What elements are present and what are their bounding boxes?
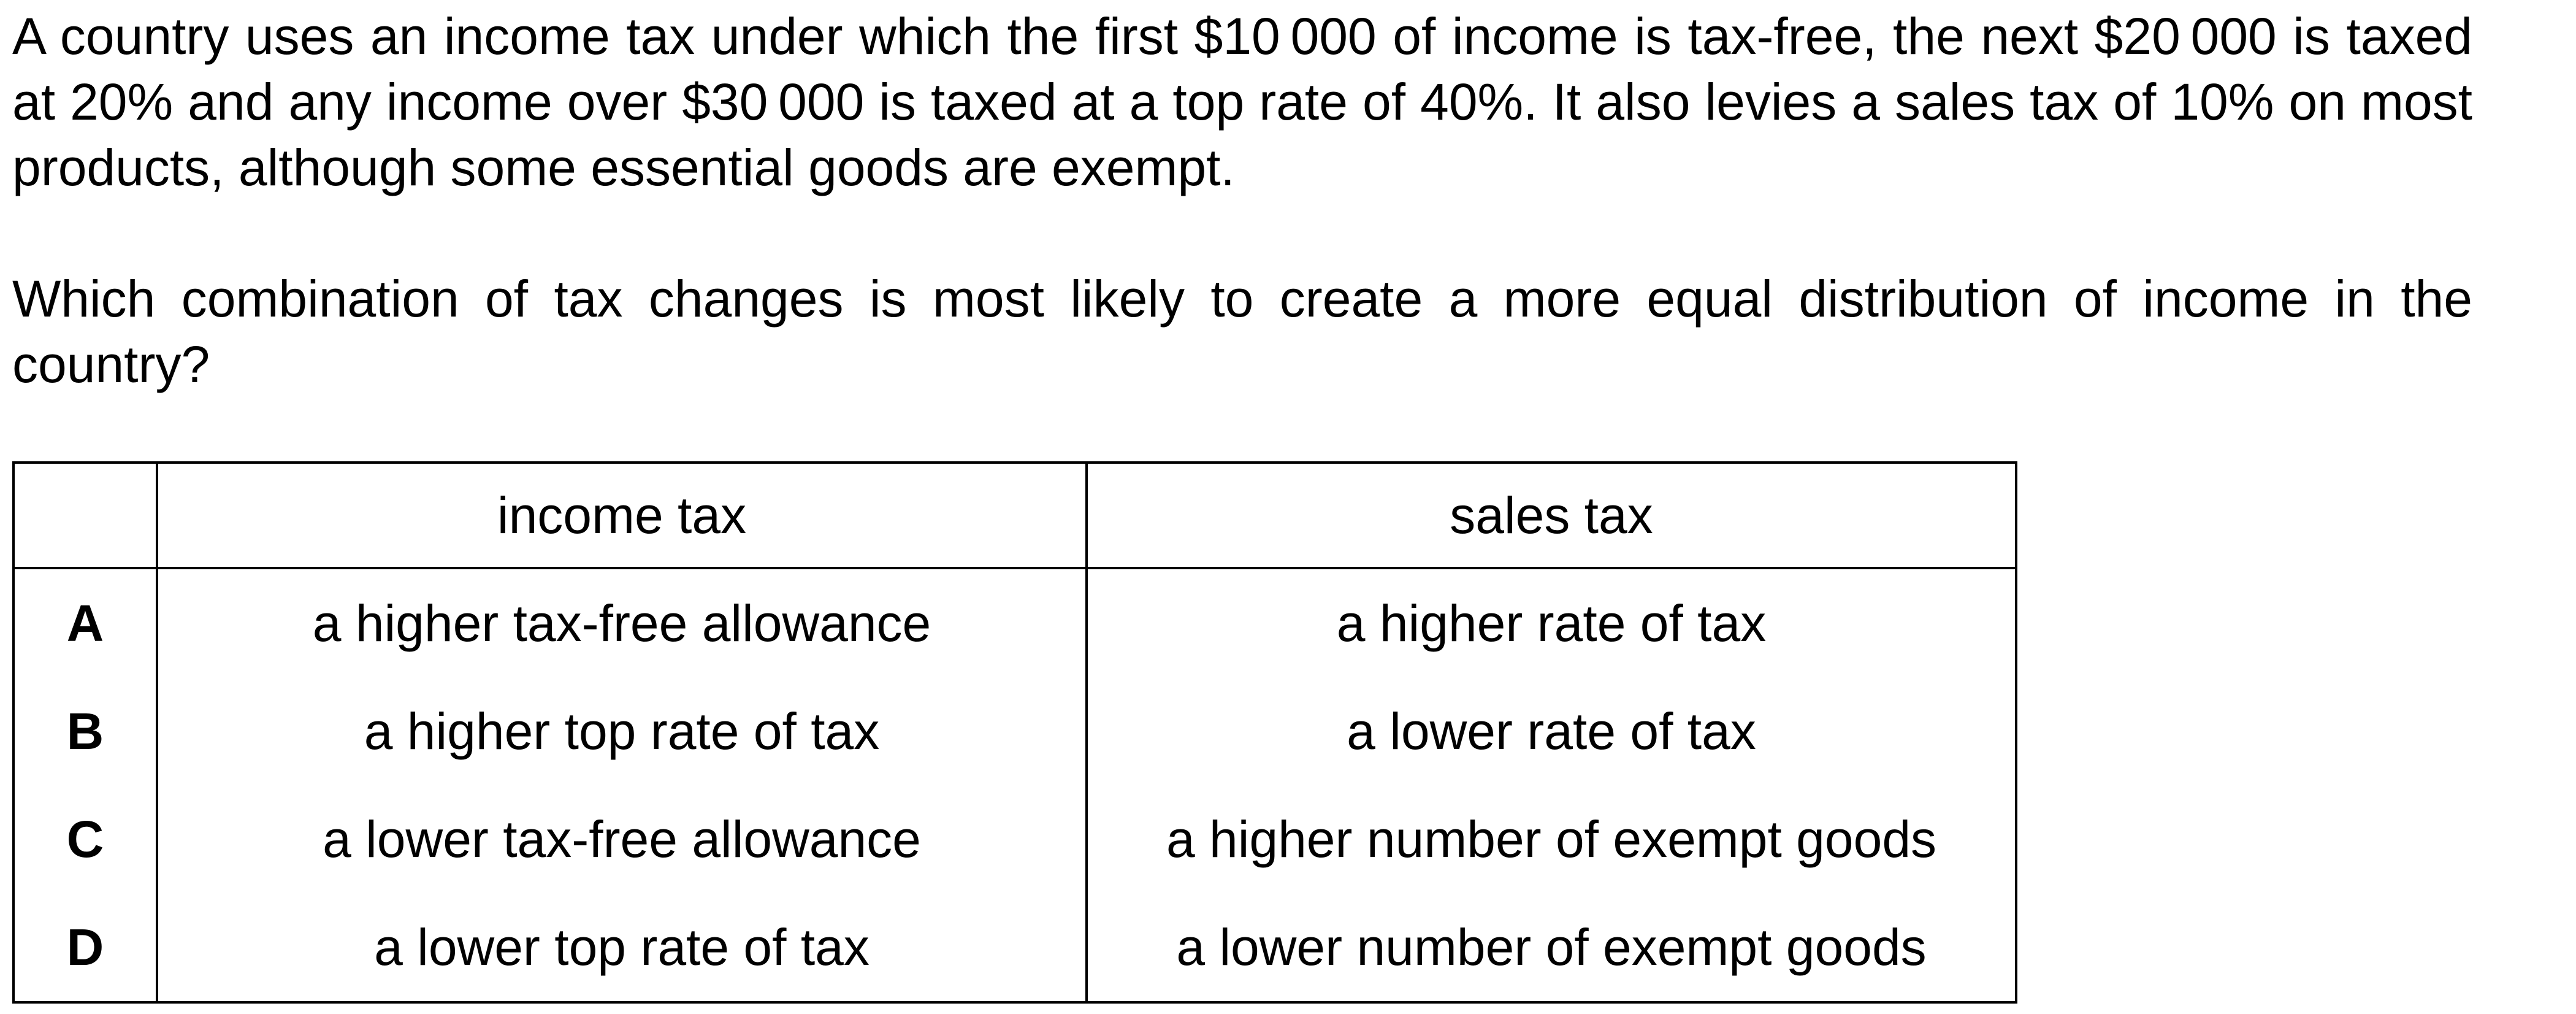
question-prompt: Which combination of tax changes is most… [12, 270, 2472, 393]
income-tax-cell: a higher tax-free allowance [156, 568, 1088, 677]
sales-tax-cell: a lower rate of tax [1085, 677, 2017, 785]
sales-tax-cell: a higher number of exempt goods [1085, 785, 2017, 893]
header-sales-tax: sales tax [1085, 461, 2017, 569]
option-row-b[interactable]: B a higher top rate of tax a lower rate … [12, 677, 2017, 785]
header-income-tax: income tax [156, 461, 1088, 569]
option-letter: C [12, 785, 158, 893]
option-row-a[interactable]: A a higher tax-free allowance a higher r… [12, 568, 2017, 677]
table-header-row: income tax sales tax [12, 461, 2017, 569]
question-stem: A country uses an income tax under which… [12, 7, 2472, 196]
income-tax-cell: a lower top rate of tax [156, 893, 1088, 1004]
sales-tax-cell: a higher rate of tax [1085, 568, 2017, 677]
income-tax-cell: a lower tax-free allowance [156, 785, 1088, 893]
option-letter: A [12, 568, 158, 677]
header-cell-empty [12, 461, 158, 569]
option-row-c[interactable]: C a lower tax-free allowance a higher nu… [12, 785, 2017, 893]
option-letter: B [12, 677, 158, 785]
income-tax-cell: a higher top rate of tax [156, 677, 1088, 785]
sales-tax-cell: a lower number of exempt goods [1085, 893, 2017, 1004]
answer-options-table: income tax sales tax A a higher tax-free… [12, 461, 2017, 1004]
option-row-d[interactable]: D a lower top rate of tax a lower number… [12, 893, 2017, 1004]
option-letter: D [12, 893, 158, 1004]
